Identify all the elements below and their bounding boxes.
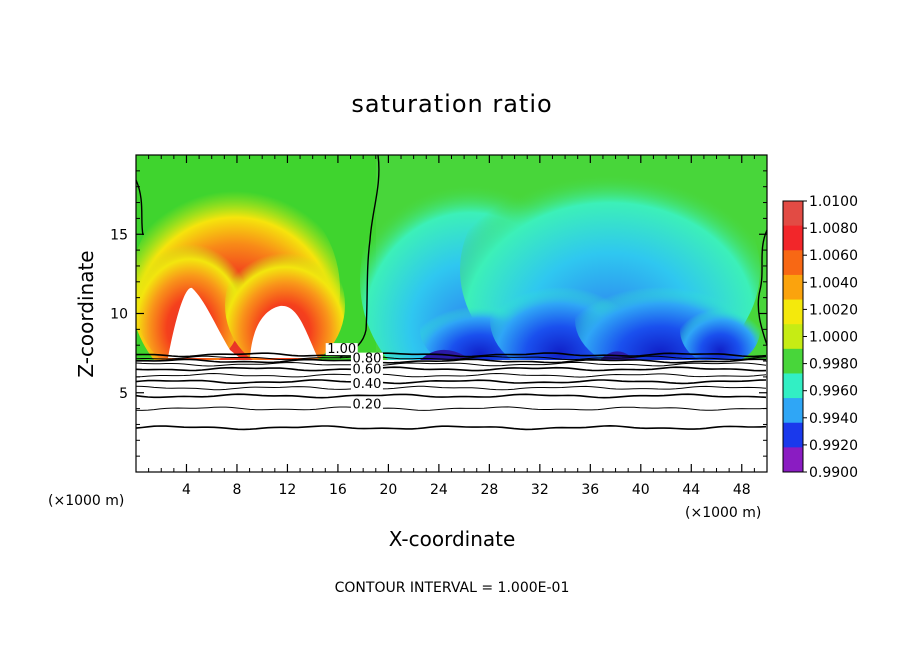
colorbar-label: 0.9960 — [809, 384, 858, 400]
colorbar-swatch — [783, 324, 803, 350]
x-tick-label: 32 — [531, 482, 549, 498]
colorbar-label: 1.0060 — [809, 248, 858, 264]
colorbar-label: 0.9940 — [809, 411, 858, 427]
x-axis-label: X-coordinate — [389, 527, 516, 551]
colorbar-label: 1.0080 — [809, 221, 858, 237]
x-tick-label: 28 — [480, 482, 498, 498]
contour-line-horizontal — [135, 372, 767, 378]
y-tick-label: 15 — [110, 227, 128, 243]
contour-line-edge-right — [757, 229, 768, 346]
x-tick-label: 12 — [279, 482, 297, 498]
colorbar-swatch — [783, 422, 803, 448]
colorbar-swatch — [783, 250, 803, 276]
contour-label: 0.20 — [352, 398, 381, 413]
contour-line-horizontal — [135, 361, 767, 367]
colorbar-swatch — [783, 447, 803, 473]
x-tick-label: 8 — [232, 482, 241, 498]
contour-label-bg — [350, 363, 383, 376]
y-tick-label: 5 — [119, 386, 128, 402]
x-tick-label: 24 — [430, 482, 448, 498]
x-tick-label: 16 — [329, 482, 347, 498]
x-axis: 4 8 12 16 20 24 28 32 36 40 44 48 — [148, 155, 755, 498]
colorbar-label: 1.0000 — [809, 330, 858, 346]
contour-label: 0.80 — [352, 352, 381, 367]
x-tick-label: 20 — [379, 482, 397, 498]
colorbar-label: 1.0020 — [809, 302, 858, 318]
contour-line-horizontal — [135, 393, 767, 399]
colorbar-swatch — [783, 274, 803, 301]
contour-label-bg — [350, 352, 383, 365]
contour-label-bg — [350, 377, 383, 390]
contour-label: 0.60 — [352, 363, 381, 378]
x-tick-label: 48 — [733, 482, 751, 498]
colorbar-swatch — [783, 373, 803, 399]
horizontal-contours — [135, 352, 767, 431]
contour-line-edge-left — [135, 179, 144, 236]
colorbar-label: 0.9920 — [809, 438, 858, 454]
contour-line-horizontal — [135, 379, 767, 385]
contour-label: 1.00 — [327, 342, 356, 357]
contour-line-horizontal — [135, 355, 767, 361]
colorbar-label: 0.9900 — [809, 465, 858, 481]
y-axis: 5 10 15 — [110, 170, 767, 457]
contour-line-horizontal — [135, 385, 767, 391]
contour-line-horizontal — [135, 406, 767, 411]
x-tick-label: 4 — [182, 482, 191, 498]
colorbar-label: 1.0040 — [809, 275, 858, 291]
contour-line-horizontal — [135, 358, 767, 364]
colorbar-swatch — [783, 299, 803, 325]
colorbar-swatch — [783, 201, 803, 227]
contour-labels: 1.000.800.600.40 0.20 — [325, 342, 383, 413]
colorbar-label: 0.9980 — [809, 357, 858, 373]
contour-label-bg — [350, 398, 383, 411]
y-tick-label: 10 — [110, 307, 128, 323]
y-axis-label: Z-coordinate — [74, 250, 98, 377]
colorbar-label: 1.0100 — [809, 194, 858, 210]
x-unit-right: (×1000 m) — [685, 505, 761, 521]
contour-line-horizontal — [135, 366, 767, 372]
contour-line-horizontal — [135, 424, 767, 431]
contour-interval-note: CONTOUR INTERVAL = 1.000E-01 — [335, 580, 570, 596]
colorbar-swatch — [783, 348, 803, 374]
x-tick-label: 36 — [581, 482, 599, 498]
colorbar-swatch — [783, 225, 803, 251]
colorbar: 1.0100 1.0080 1.0060 1.0040 1.0020 1.0000 0.99… — [782, 194, 858, 481]
x-tick-label: 40 — [632, 482, 650, 498]
heatmap-field — [136, 155, 767, 472]
x-unit-left: (×1000 m) — [48, 493, 124, 509]
x-tick-label: 44 — [682, 482, 700, 498]
chart-title: saturation ratio — [351, 90, 552, 118]
contour-label-bg — [325, 343, 358, 356]
contour-line-horizontal — [135, 352, 767, 358]
contour-label: 0.40 — [352, 377, 381, 392]
colorbar-swatch — [783, 398, 803, 424]
